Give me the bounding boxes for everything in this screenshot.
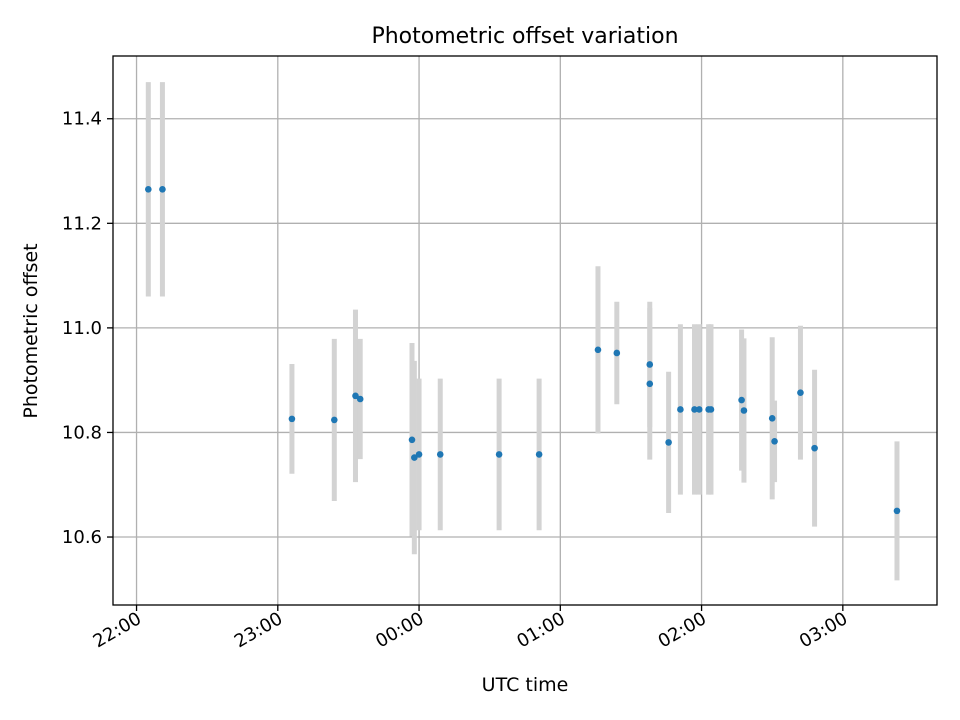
x-tick-label: 02:00 (655, 608, 710, 652)
chart-title: Photometric offset variation (371, 24, 678, 49)
x-tick-label: 01:00 (513, 608, 568, 652)
data-point (677, 406, 684, 413)
data-point (411, 454, 418, 461)
data-point (740, 407, 748, 414)
data-point (738, 396, 745, 404)
data-point (665, 439, 672, 446)
data-point (331, 416, 338, 424)
data-point (893, 507, 901, 515)
data-point (695, 406, 703, 413)
data-point (535, 451, 543, 458)
data-point (408, 436, 416, 444)
data-point (646, 361, 654, 368)
data-point (415, 451, 423, 458)
y-tick-label: 11.4 (62, 109, 102, 130)
x-axis-label: UTC time (482, 674, 569, 696)
data-point (288, 415, 296, 423)
x-axis: 22:00 23:00 00:00 01:00 02:00 03:00 (90, 605, 851, 652)
plot-frame (112, 55, 938, 606)
data-point (356, 395, 364, 403)
y-tick-label: 10.6 (62, 527, 102, 548)
x-tick-label: 03:00 (796, 608, 851, 652)
x-tick-label: 00:00 (372, 608, 427, 652)
data-point (145, 186, 152, 193)
data-point (613, 349, 621, 357)
data-point (707, 406, 715, 413)
y-axis-label: Photometric offset (20, 243, 42, 418)
x-tick-label: 23:00 (231, 608, 286, 652)
data-point (811, 444, 818, 452)
y-tick-label: 10.8 (62, 422, 102, 443)
x-tick-label: 22:00 (90, 608, 145, 652)
data-point (159, 186, 166, 193)
y-tick-label: 11.2 (62, 213, 102, 234)
data-point (352, 392, 359, 400)
errorbars (145, 82, 900, 581)
data-point (691, 406, 698, 413)
data-point (797, 389, 804, 397)
data-point (495, 451, 503, 458)
data-point (646, 380, 654, 388)
data-point (768, 415, 776, 422)
y-tick-label: 11.0 (62, 318, 102, 339)
data-point (771, 438, 778, 445)
data-point (436, 451, 444, 458)
data-points (145, 186, 901, 515)
data-point (594, 346, 602, 354)
y-axis: 10.6 10.8 11.0 11.2 11.4 (62, 109, 113, 548)
